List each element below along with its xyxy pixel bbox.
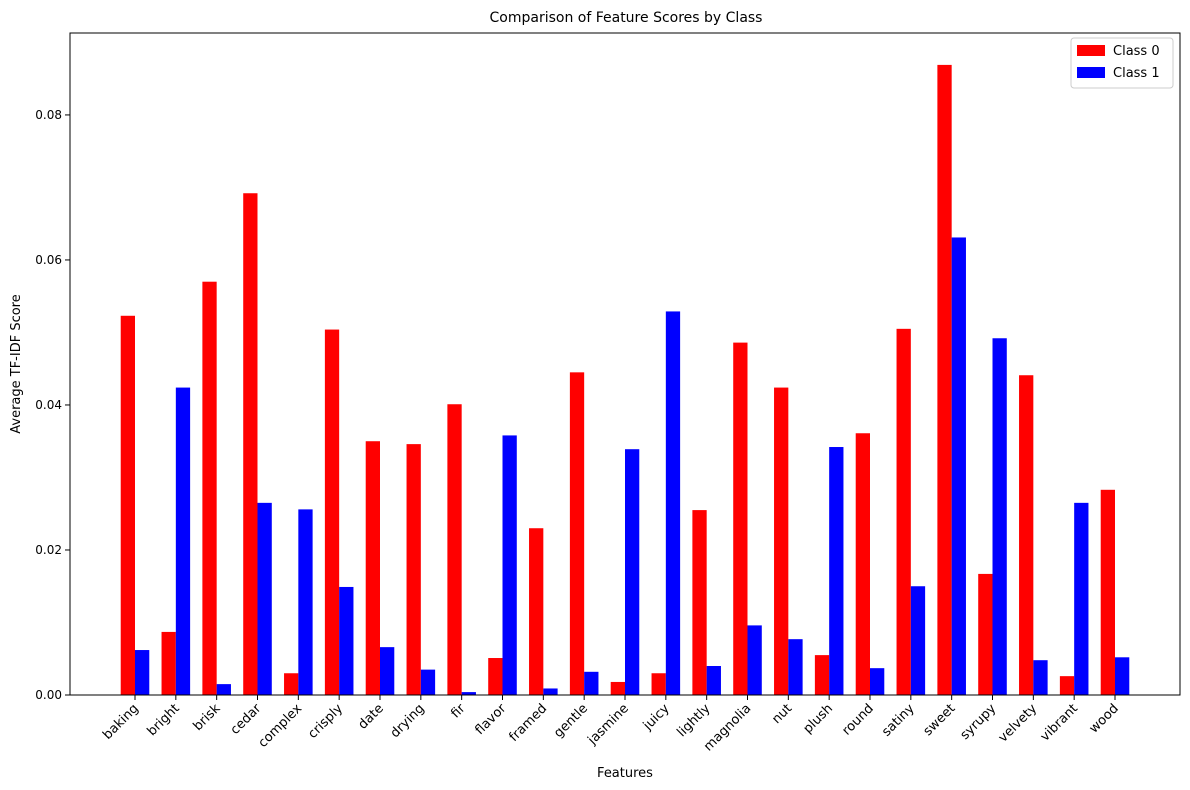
- bar-class0-lightly: [692, 510, 707, 695]
- bar-class0-flavor: [488, 658, 503, 695]
- bar-class0-wood: [1100, 489, 1115, 695]
- plot-frame: [69, 32, 1181, 696]
- bar-class1-complex: [298, 509, 313, 695]
- bar-class1-gentle: [584, 671, 599, 695]
- x-axis-label: Features: [597, 766, 653, 781]
- bar-class0-magnolia: [733, 342, 748, 695]
- bar-class1-velvety: [1033, 660, 1048, 695]
- bar-class1-juicy: [665, 311, 681, 695]
- chart-title: Comparison of Feature Scores by Class: [490, 10, 763, 26]
- legend-label-class1: Class 1: [1113, 66, 1160, 81]
- bar-class1-framed: [543, 688, 558, 695]
- bar-class0-complex: [284, 673, 299, 695]
- bar-class1-crisply: [339, 586, 354, 695]
- bar-class0-plush: [814, 655, 830, 695]
- bar-class1-wood: [1115, 657, 1130, 695]
- bar-class0-date: [365, 441, 380, 695]
- bar-class0-bright: [161, 631, 176, 695]
- bar-class1-flavor: [502, 435, 517, 695]
- bar-class1-jasmine: [625, 449, 640, 695]
- y-tick-label: 0.00: [35, 688, 62, 702]
- bar-class1-vibrant: [1074, 502, 1089, 695]
- bar-class0-syrupy: [978, 573, 993, 695]
- legend: Class 0 Class 1: [1070, 37, 1174, 89]
- bar-class0-fir: [447, 404, 462, 695]
- y-axis-label: Average TF-IDF Score: [9, 294, 24, 434]
- bar-class0-framed: [529, 528, 544, 695]
- bar-class1-magnolia: [747, 625, 762, 695]
- bar-class0-gentle: [569, 372, 585, 695]
- y-axis: 0.00 0.02 0.04 0.06 0.08: [35, 108, 70, 702]
- bar-class0-round: [855, 433, 870, 695]
- bar-class1-sweet: [951, 237, 966, 695]
- bar-class0-nut: [774, 387, 789, 695]
- bar-class0-juicy: [651, 673, 666, 695]
- bar-class0-cedar: [243, 193, 258, 696]
- bar-class1-lightly: [706, 666, 721, 695]
- y-tick-label: 0.08: [35, 108, 62, 122]
- y-tick-label: 0.06: [35, 253, 62, 267]
- bar-class1-bright: [175, 387, 191, 695]
- bar-class1-round: [870, 668, 885, 695]
- y-tick-label: 0.02: [35, 543, 62, 557]
- bar-class1-plush: [829, 447, 844, 695]
- bar-class1-date: [380, 647, 395, 695]
- bar-class1-syrupy: [992, 338, 1007, 695]
- bar-class0-baking: [120, 315, 135, 695]
- bar-class1-satiny: [910, 586, 926, 695]
- legend-swatch-class1: [1077, 67, 1105, 78]
- bar-class1-cedar: [257, 502, 272, 695]
- y-tick-label: 0.04: [35, 398, 62, 412]
- bar-class1-brisk: [216, 684, 231, 695]
- bar-class1-nut: [788, 639, 803, 695]
- bar-class1-baking: [135, 650, 150, 695]
- bar-class0-jasmine: [610, 681, 625, 695]
- bar-class1-fir: [461, 692, 476, 695]
- bar-class0-brisk: [202, 281, 217, 695]
- legend-swatch-class0: [1077, 45, 1105, 56]
- legend-label-class0: Class 0: [1113, 44, 1160, 59]
- bar-class0-crisply: [324, 329, 340, 695]
- bar-class0-velvety: [1019, 375, 1034, 695]
- bar-class0-drying: [406, 444, 421, 695]
- bar-class1-drying: [420, 669, 436, 695]
- bar-class0-sweet: [937, 64, 952, 695]
- bars-group: [120, 64, 1130, 696]
- bar-class0-satiny: [896, 328, 911, 695]
- bar-class0-vibrant: [1059, 676, 1075, 695]
